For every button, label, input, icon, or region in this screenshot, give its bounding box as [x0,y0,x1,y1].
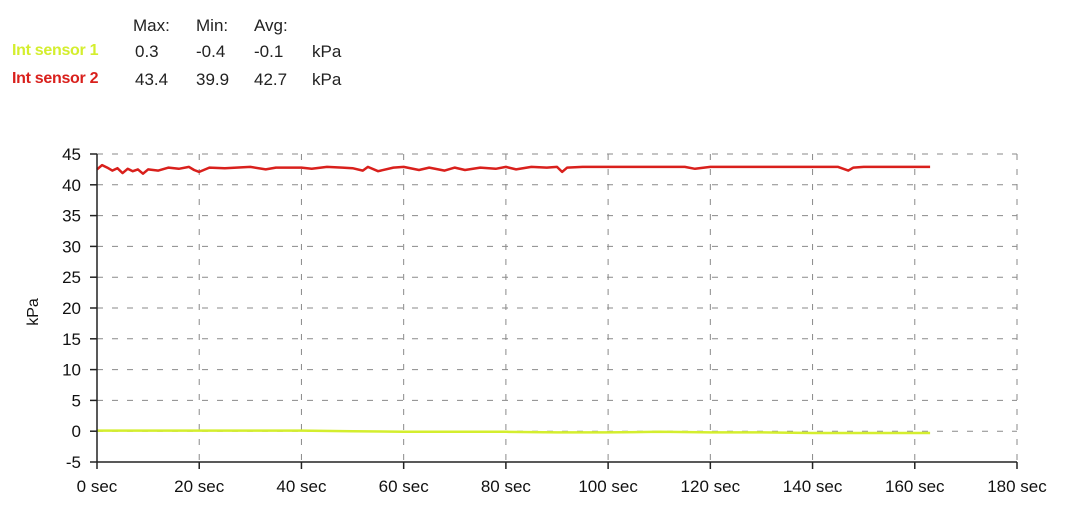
stats-table: Max: Min: Avg: Int sensor 1 0.3 -0.4 -0.… [0,0,420,100]
sensor-2-avg: 42.7 [254,70,288,89]
sensor-2-name: Int sensor 2 [12,70,99,87]
x-tick-label: 20 sec [174,477,225,496]
y-tick-label: 30 [62,237,81,256]
x-tick-label: 160 sec [885,477,945,496]
x-tick-label: 60 sec [379,477,430,496]
sensor-1-unit: kPa [312,42,342,61]
y-tick-label: 45 [62,145,81,164]
sensor-1-avg: -0.1 [254,42,284,61]
y-tick-label: 0 [72,422,81,441]
x-tick-label: 80 sec [481,477,532,496]
sensor-1-max: 0.3 [135,42,159,61]
x-tick-label: 100 sec [578,477,638,496]
y-tick-label: 35 [62,207,81,226]
sensor-2-unit: kPa [312,70,342,89]
y-tick-label: -5 [66,453,81,472]
x-tick-label: 180 sec [987,477,1047,496]
y-tick-label: 5 [72,391,81,410]
y-tick-label: 20 [62,299,81,318]
x-tick-label: 140 sec [783,477,843,496]
x-tick-label: 40 sec [276,477,327,496]
axes: -5 0 5 10 15 20 25 30 35 40 45 0 sec 20 sec 40 sec 60 … [62,145,1047,496]
avg-header: Avg: [254,16,288,35]
x-tick-label: 0 sec [77,477,118,496]
series-line-1 [97,429,931,435]
y-tick-label: 25 [62,268,81,287]
y-tick-label: 10 [62,361,81,380]
y-tick-label: 15 [62,330,81,349]
y-tick-label: 40 [62,176,81,195]
sensor-1-name: Int sensor 1 [12,42,99,59]
sensor-1-min: -0.4 [196,42,226,61]
sensor-2-max: 43.4 [135,70,169,89]
y-axis-title: kPa [25,298,42,326]
series-line-2 [96,163,931,175]
series-layer [96,163,931,435]
x-tick-label: 120 sec [681,477,741,496]
min-header: Min: [196,16,229,35]
sensor-2-min: 39.9 [196,70,230,89]
grid-lines [97,153,1018,462]
max-header: Max: [133,16,170,35]
